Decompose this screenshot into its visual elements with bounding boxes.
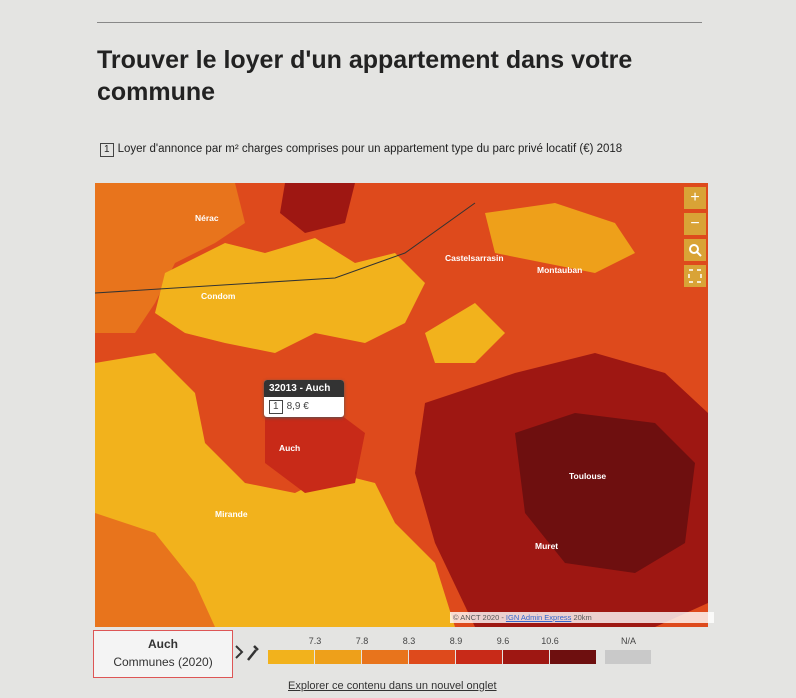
page-title: Trouver le loyer d'un appartement dans v…: [97, 44, 697, 108]
fullscreen-button[interactable]: [684, 265, 706, 287]
legend-break: 7.8: [356, 636, 369, 646]
legend-break: 8.3: [403, 636, 416, 646]
attribution: © ANCT 2020 - IGN Admin Express 20km: [450, 612, 714, 623]
tooltip-title: 32013 - Auch: [264, 380, 344, 397]
legend-na: N/A: [621, 636, 636, 646]
legend-break: 7.3: [309, 636, 322, 646]
legend-swatch: [550, 650, 596, 664]
legend-swatch: [503, 650, 549, 664]
page: Trouver le loyer d'un appartement dans v…: [0, 0, 796, 698]
wrench-icon: [248, 646, 258, 660]
tooltip-value: 8,9 €: [287, 401, 309, 412]
legend-swatch: [456, 650, 502, 664]
attribution-source: © ANCT 2020 -: [453, 613, 506, 622]
legend: 7.3 7.8 8.3 8.9 9.6 10.6 N/A: [268, 634, 658, 674]
place-label: Muret: [535, 541, 558, 551]
chevron: [236, 646, 242, 658]
indicator-index: 1: [100, 143, 114, 157]
separator: [97, 22, 702, 23]
zoom-out[interactable]: −: [684, 213, 706, 235]
search-button[interactable]: [684, 239, 706, 261]
legend-swatch: [315, 650, 361, 664]
legend-break: 10.6: [541, 636, 559, 646]
place-label: Nérac: [195, 213, 219, 223]
legend-swatch: [362, 650, 408, 664]
territory-selector[interactable]: Auch Communes (2020): [93, 630, 233, 678]
legend-swatch: [409, 650, 455, 664]
tooltip: 32013 - Auch 1 8,9 €: [264, 380, 344, 417]
place-label: Montauban: [537, 265, 582, 275]
tooltip-index: 1: [269, 400, 283, 414]
indicator: 1 Loyer d'annonce par m² charges comprise…: [100, 140, 640, 158]
selected-level: Communes (2020): [94, 655, 232, 669]
selected-name: Auch: [94, 637, 232, 651]
place-label: Toulouse: [569, 471, 606, 481]
indicator-text: Loyer d'annonce par m² charges comprises…: [118, 143, 623, 155]
place-label: Castelsarrasin: [445, 253, 504, 263]
scale-label: 20km: [573, 613, 591, 622]
selector-tools[interactable]: [234, 640, 264, 666]
place-label: Mirande: [215, 509, 248, 519]
tooltip-body: 1 8,9 €: [264, 397, 344, 417]
legend-break: 8.9: [450, 636, 463, 646]
map-tools[interactable]: [684, 239, 706, 287]
choropleth-map[interactable]: Nérac Condom Castelsarrasin Montauban Au…: [95, 183, 708, 627]
place-label: Auch: [279, 443, 300, 453]
attribution-link[interactable]: IGN Admin Express: [506, 613, 571, 622]
legend-break: 9.6: [497, 636, 510, 646]
legend-swatch: [605, 650, 651, 664]
open-link[interactable]: Explorer ce contenu dans un nouvel ongle…: [288, 680, 497, 692]
legend-swatch: [268, 650, 314, 664]
place-label: Condom: [201, 291, 236, 301]
zoom-in[interactable]: +: [684, 187, 706, 209]
